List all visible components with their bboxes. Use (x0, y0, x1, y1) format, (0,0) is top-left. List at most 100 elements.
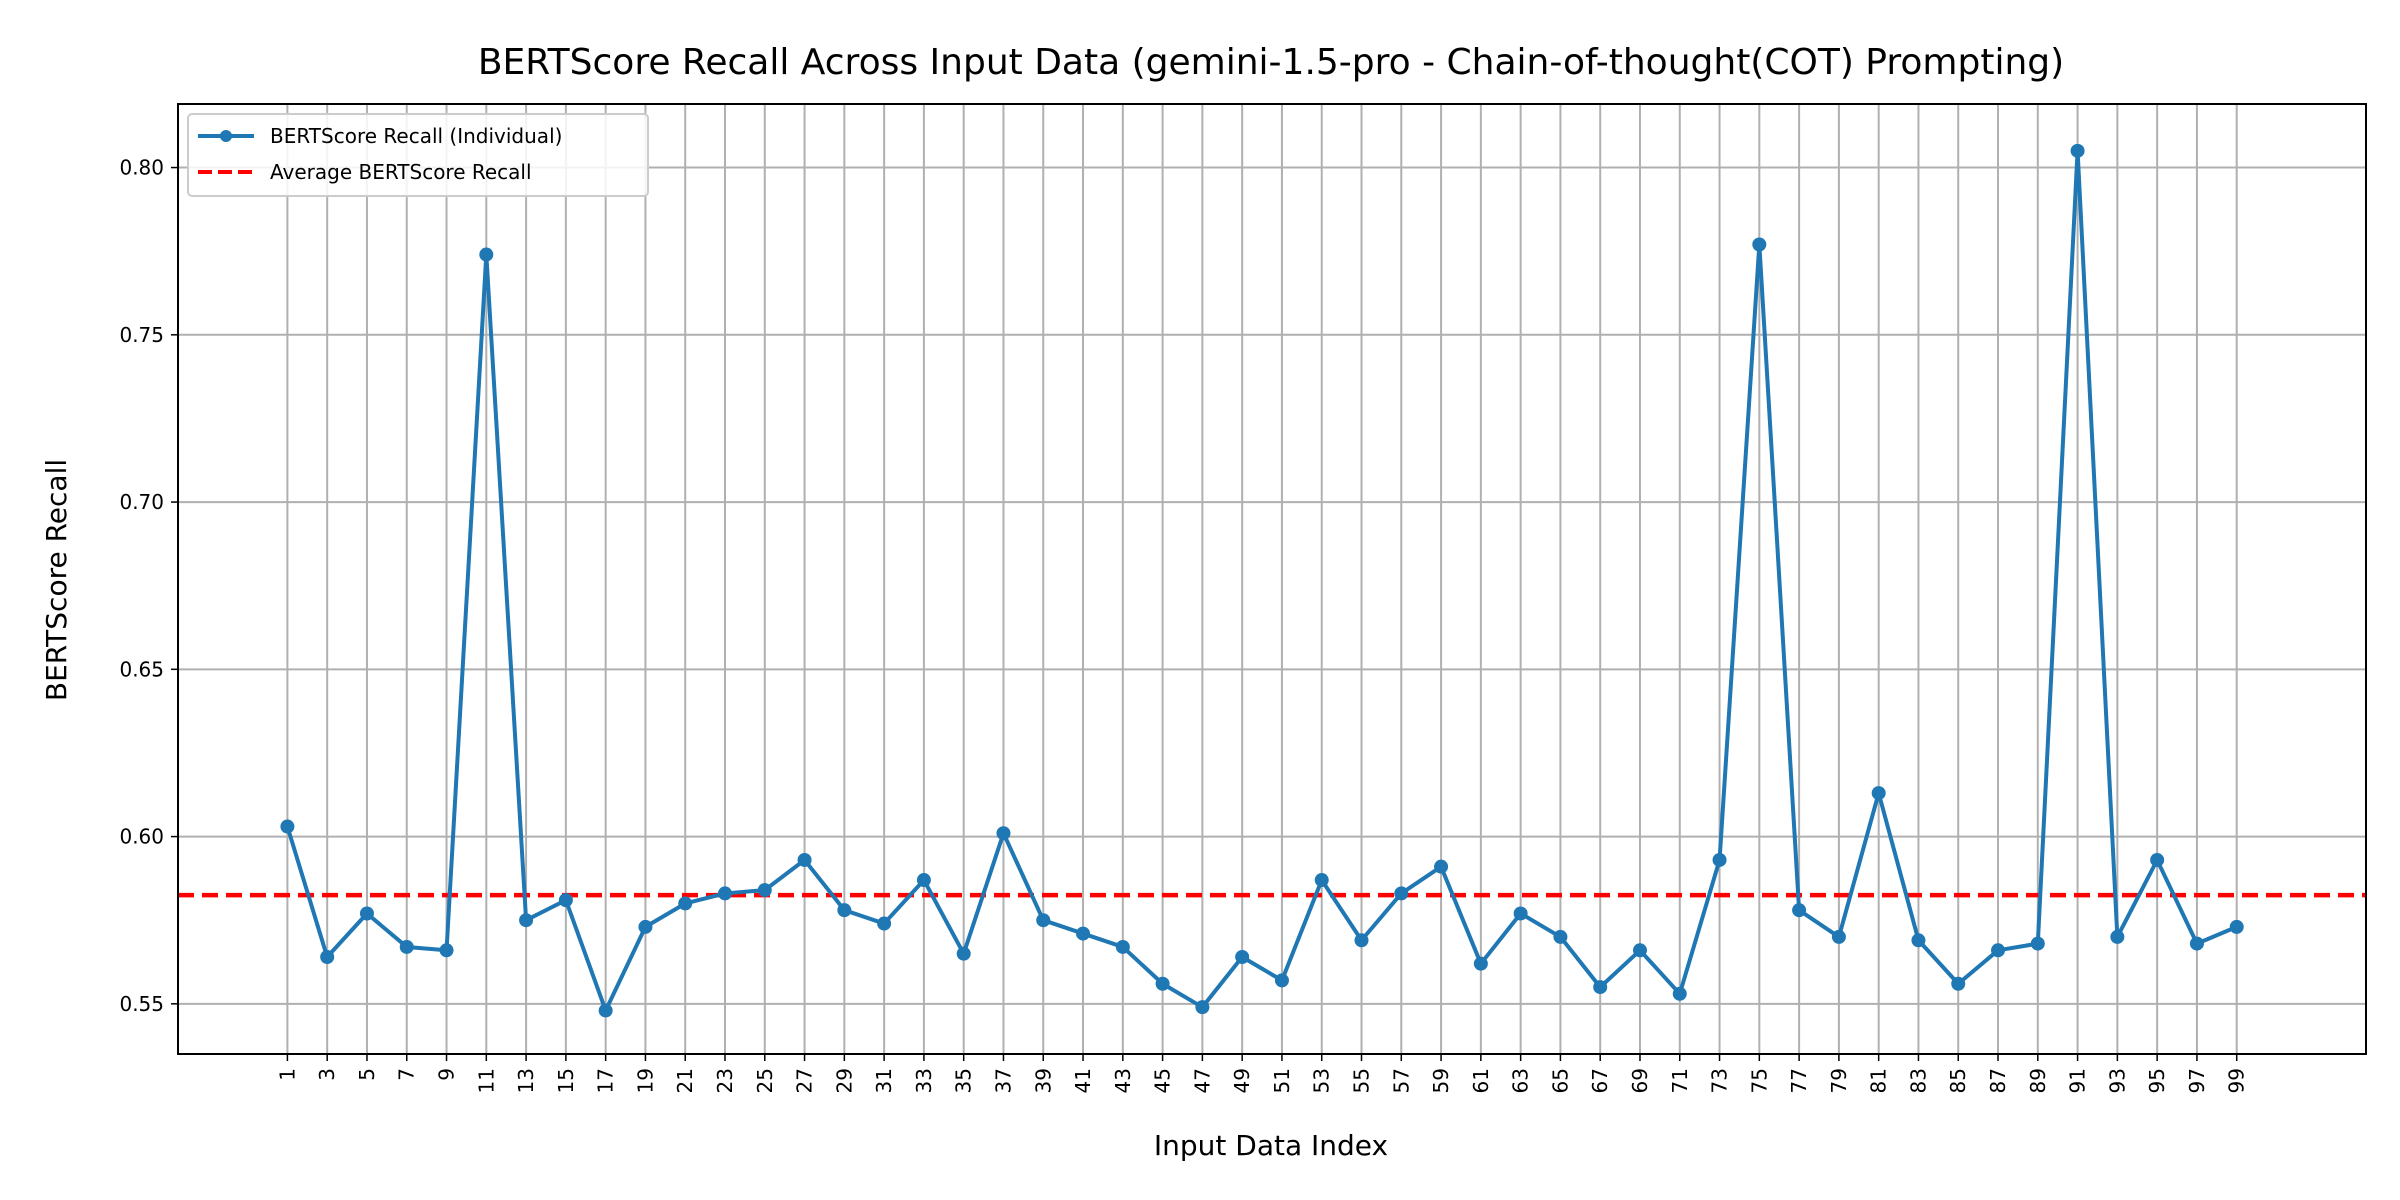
data-point (519, 913, 534, 928)
data-point (797, 852, 812, 867)
data-point (1911, 933, 1926, 948)
data-point (956, 946, 971, 961)
data-point (1274, 973, 1289, 988)
data-point (1434, 859, 1449, 874)
data-point (1712, 852, 1727, 867)
x-tick-label: 37 (991, 1068, 1015, 1093)
data-point (1195, 1000, 1210, 1015)
x-tick-label: 31 (872, 1068, 896, 1093)
data-point (1473, 956, 1488, 971)
data-point (1354, 933, 1369, 948)
legend: BERTScore Recall (Individual) Average BE… (187, 113, 649, 197)
x-tick-label: 5 (355, 1068, 379, 1081)
x-tick-label: 95 (2145, 1068, 2169, 1093)
x-tick-label: 19 (633, 1068, 657, 1093)
x-tick-label: 59 (1429, 1068, 1453, 1093)
chart-title: BERTScore Recall Across Input Data (gemi… (478, 42, 2064, 83)
x-tick-label: 23 (713, 1068, 737, 1093)
x-tick-label: 89 (2026, 1068, 2050, 1093)
x-tick-label: 11 (474, 1068, 498, 1093)
data-point (638, 919, 653, 934)
data-point (1314, 873, 1329, 888)
x-tick-label: 57 (1389, 1068, 1413, 1093)
x-tick-label: 83 (1906, 1068, 1930, 1093)
x-tick-label: 71 (1668, 1068, 1692, 1093)
x-tick-label: 39 (1031, 1068, 1055, 1093)
data-point (1632, 943, 1647, 958)
data-point (1991, 943, 2006, 958)
y-tick-label: 0.70 (119, 490, 164, 514)
data-point (1155, 976, 1170, 991)
ticks: 1 3 5 7 9 11 13 15 17 19 21 23 25 27 29 31 33 35 37 39 41 43 4… (119, 156, 2248, 1094)
data-point (1115, 939, 1130, 954)
x-tick-label: 25 (753, 1068, 777, 1093)
x-tick-label: 17 (594, 1068, 618, 1093)
data-point (1513, 906, 1528, 921)
data-point (1951, 976, 1966, 991)
x-tick-label: 65 (1548, 1068, 1572, 1093)
x-tick-label: 33 (912, 1068, 936, 1093)
data-point (1871, 786, 1886, 801)
data-point (1593, 980, 1608, 995)
x-tick-label: 97 (2185, 1068, 2209, 1093)
x-tick-label: 53 (1310, 1068, 1334, 1093)
x-tick-label: 7 (395, 1068, 419, 1081)
y-axis-label: BERTScore Recall (40, 459, 73, 701)
data-point (678, 896, 693, 911)
x-tick-label: 13 (514, 1068, 538, 1093)
data-point (1672, 986, 1687, 1001)
data-point (439, 943, 454, 958)
legend-box (187, 113, 649, 197)
x-tick-label: 3 (315, 1068, 339, 1081)
data-point (916, 873, 931, 888)
x-tick-label: 75 (1747, 1068, 1771, 1093)
data-point (1235, 949, 1250, 964)
x-tick-label: 69 (1628, 1068, 1652, 1093)
data-point (996, 826, 1011, 841)
x-tick-label: 63 (1509, 1068, 1533, 1093)
x-tick-label: 9 (435, 1068, 459, 1081)
x-tick-label: 87 (1986, 1068, 2010, 1093)
x-tick-label: 51 (1270, 1068, 1294, 1093)
x-tick-label: 73 (1708, 1068, 1732, 1093)
x-tick-label: 41 (1071, 1068, 1095, 1093)
x-tick-label: 55 (1350, 1068, 1374, 1093)
data-point (399, 939, 414, 954)
data-point (2030, 936, 2045, 951)
x-tick-label: 67 (1588, 1068, 1612, 1093)
data-point (1831, 929, 1846, 944)
plot-frame (177, 103, 2367, 1055)
x-tick-label: 93 (2105, 1068, 2129, 1093)
data-point (1792, 903, 1807, 918)
y-tick-label: 0.60 (119, 825, 164, 849)
x-tick-label: 85 (1946, 1068, 1970, 1093)
series-line-individual (285, 148, 2238, 1013)
data-point (2189, 936, 2204, 951)
data-point (359, 906, 374, 921)
data-point (320, 949, 335, 964)
data-point (2150, 852, 2165, 867)
x-tick-label: 99 (2225, 1068, 2249, 1093)
x-tick-label: 79 (1827, 1068, 1851, 1093)
data-point (877, 916, 892, 931)
y-tick-label: 0.80 (119, 156, 164, 180)
x-tick-label: 77 (1787, 1068, 1811, 1093)
x-axis-label: Input Data Index (1154, 1129, 1388, 1162)
data-point (2110, 929, 2125, 944)
y-tick-label: 0.65 (119, 657, 164, 681)
x-tick-label: 49 (1230, 1068, 1254, 1093)
data-point (598, 1003, 613, 1018)
x-tick-label: 35 (952, 1068, 976, 1093)
x-tick-label: 91 (2066, 1068, 2090, 1093)
y-tick-label: 0.55 (119, 992, 164, 1016)
data-point (1076, 926, 1091, 941)
x-tick-label: 1 (275, 1068, 299, 1081)
data-point (2070, 143, 2085, 158)
data-point (1394, 886, 1409, 901)
x-tick-label: 61 (1469, 1068, 1493, 1093)
data-point (280, 819, 295, 834)
data-point (837, 903, 852, 918)
x-tick-label: 81 (1867, 1068, 1891, 1093)
data-point (1036, 913, 1051, 928)
x-tick-label: 27 (793, 1068, 817, 1093)
